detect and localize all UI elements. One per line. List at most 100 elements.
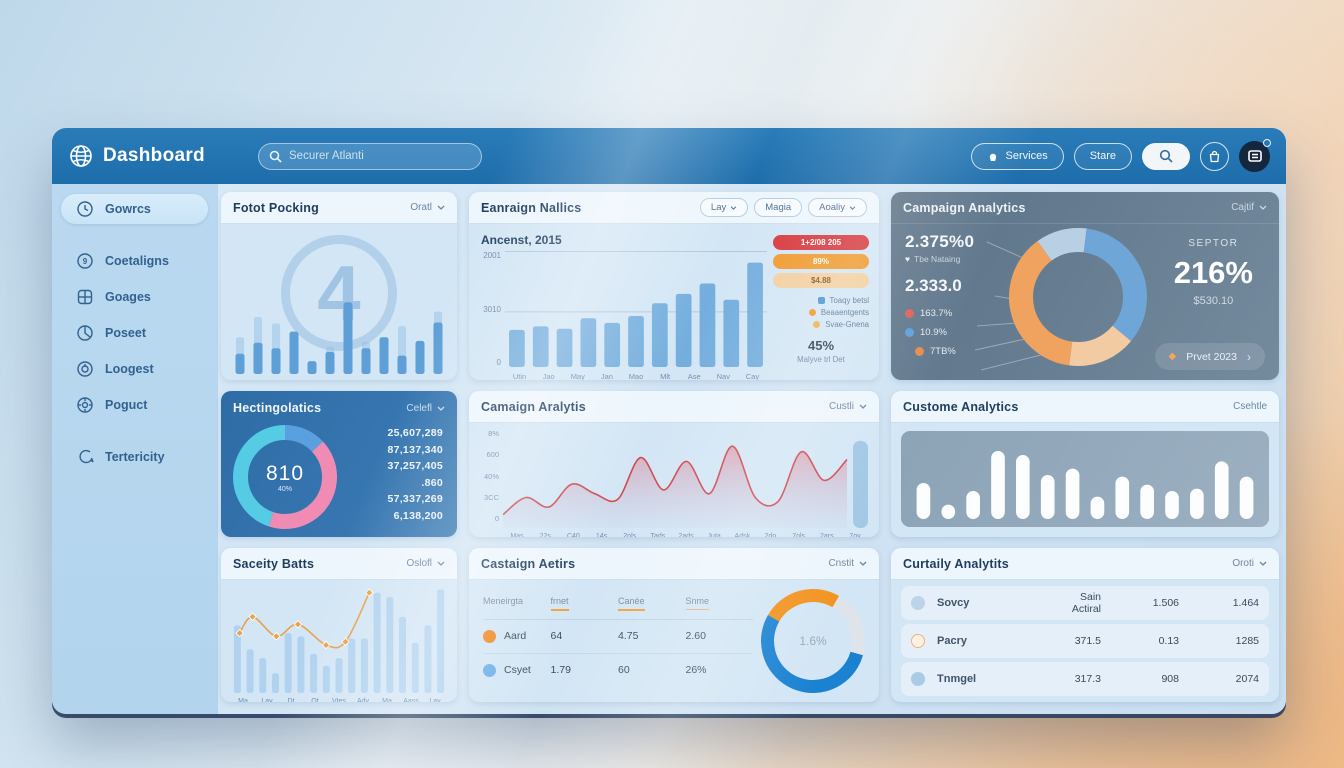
svg-text:9: 9 bbox=[83, 257, 88, 266]
alert-badge-orange: 89% bbox=[773, 254, 869, 269]
card-dropdown[interactable]: Oslofl bbox=[406, 558, 445, 569]
x-axis-labels: Ma Lay Dt Qt Vtes Ady Ma Aass Lay bbox=[238, 698, 441, 702]
sidebar-item-coetaligns[interactable]: 9 Coetaligns bbox=[61, 246, 208, 276]
bar-chart-panel bbox=[901, 431, 1269, 527]
card-title: Fotot Pocking bbox=[233, 200, 319, 215]
stat-value: 2.333.0 bbox=[905, 276, 962, 295]
header-actions: Services Stare bbox=[970, 138, 1271, 172]
card-dropdown[interactable]: Custli bbox=[829, 401, 867, 412]
chevron-down-icon bbox=[1259, 561, 1267, 566]
account-menu-button[interactable] bbox=[1239, 138, 1271, 172]
card-camaign-aralytis: Camaign Aralytis Custli 8% 600 40% 3CC 0 Mas… bbox=[469, 391, 879, 537]
y-axis-labels: 2001 3010 0 bbox=[483, 251, 501, 367]
sidebar-item-tertericity[interactable]: Tertericity bbox=[61, 442, 208, 472]
card-dropdown[interactable]: Oratl bbox=[410, 202, 445, 213]
card-title: Curtaily Analytits bbox=[903, 556, 1009, 571]
pie-icon bbox=[77, 325, 93, 341]
card-custome-analytics: Custome Analytics Csehtle bbox=[891, 391, 1279, 537]
card-title: Custome Analytics bbox=[903, 399, 1019, 414]
sidebar-item-gowrcs[interactable]: Gowrcs bbox=[61, 194, 208, 224]
list-item[interactable]: Pacry 371.5 0.13 1285 bbox=[901, 624, 1269, 658]
stat-caption: Malyve trl Det bbox=[797, 355, 845, 364]
magia-button[interactable]: Magia bbox=[754, 198, 803, 217]
figure: 37,257,405 bbox=[387, 460, 443, 472]
chart-legend: Toaqy betsl Beaaentgents Svae-Gnena bbox=[773, 296, 869, 329]
search-bar[interactable] bbox=[258, 142, 482, 170]
card-title: Camaign Aralytis bbox=[481, 399, 586, 414]
row-status-icon bbox=[911, 634, 925, 648]
clock-icon bbox=[77, 201, 93, 217]
share-button[interactable]: Stare bbox=[1073, 142, 1132, 170]
sector-value: 216% bbox=[1173, 255, 1253, 290]
sidebar: Gowrcs 9 Coetaligns Goages Poseet Looges… bbox=[52, 184, 218, 714]
search-icon bbox=[1159, 149, 1173, 163]
stat-caption: ♥ Tbe Nataing bbox=[905, 254, 961, 264]
number-badge-icon: 9 bbox=[77, 253, 93, 269]
x-axis-labels: Utin Jao May Jan Mao Mlt Ase Nav Cay bbox=[512, 372, 760, 380]
donut-center: 1.6% bbox=[799, 634, 827, 648]
card-title: Campaign Analytics bbox=[903, 200, 1026, 215]
header-search-button[interactable] bbox=[1142, 142, 1190, 170]
period-button[interactable]: ◆ Prvet 2023 › bbox=[1154, 343, 1265, 370]
table-row[interactable]: Csyet 1.79 60 26% bbox=[483, 654, 753, 687]
chevron-down-icon bbox=[849, 205, 856, 210]
row-status-icon bbox=[911, 596, 925, 610]
legend-dot-red bbox=[905, 309, 914, 318]
sector-label: SEPTOR bbox=[1188, 238, 1239, 249]
search-icon bbox=[269, 150, 282, 163]
card-title: Eanraign Nallics bbox=[481, 200, 582, 215]
sidebar-item-poguct[interactable]: Poguct bbox=[61, 390, 208, 420]
metrics-table: Meneirgta frnet Canée Snme Aard 64 4.75 … bbox=[483, 596, 753, 687]
list-item[interactable]: Tnmgel 317.3 908 2074 bbox=[901, 662, 1269, 696]
mini-bar-chart bbox=[231, 282, 447, 374]
store-button[interactable] bbox=[1200, 141, 1229, 171]
chevron-down-icon bbox=[1259, 205, 1267, 210]
card-fotot-pocking: Fotot Pocking Oratl 4 bbox=[221, 192, 457, 380]
donut-stats: 2.375%0 ♥ Tbe Nataing 2.333.0 163.7% 10.9… bbox=[905, 232, 975, 357]
app-logo: Dashboard bbox=[52, 143, 218, 169]
y-axis-labels: 8% 600 40% 3CC 0 bbox=[483, 429, 499, 523]
chevron-down-icon bbox=[437, 561, 445, 566]
gear-icon bbox=[77, 397, 93, 413]
line-chart bbox=[502, 429, 869, 533]
globe-icon bbox=[70, 145, 92, 167]
chevron-down-icon bbox=[437, 205, 445, 210]
search-input[interactable] bbox=[289, 150, 449, 162]
figure: 87,137,340 bbox=[387, 443, 443, 456]
donut-chart: 810 40% bbox=[233, 425, 337, 529]
services-button[interactable]: Services bbox=[970, 142, 1064, 170]
card-title: Saceity Batts bbox=[233, 556, 315, 571]
card-curtaily-analytits: Curtaily Analytits Oroti Sovcy Sain Acti… bbox=[891, 548, 1279, 702]
card-title: Castaign Aetirs bbox=[481, 556, 576, 571]
aoaliy-dropdown[interactable]: Aoaliy bbox=[808, 198, 867, 217]
sector-sub-value: $530.10 bbox=[1193, 295, 1234, 307]
donut-center: 810 40% bbox=[265, 461, 305, 493]
list-item[interactable]: Sovcy Sain Actiral 1.506 1.464 bbox=[901, 586, 1269, 620]
arrow-right-icon: › bbox=[1247, 349, 1251, 364]
card-dropdown[interactable]: Csehtle bbox=[1233, 401, 1267, 412]
card-dropdown[interactable]: Cajtif bbox=[1231, 202, 1267, 213]
stat-value: 45% bbox=[807, 338, 835, 353]
menu-lines-icon bbox=[1247, 150, 1262, 162]
dashboard-window: Dashboard Services Stare bbox=[52, 128, 1286, 714]
lay-dropdown[interactable]: Lay bbox=[699, 198, 749, 217]
sidebar-item-goages[interactable]: Goages bbox=[61, 282, 208, 312]
card-saceity-batts: Saceity Batts Oslofl Ma Lay Dt Qt Vtes Ady Ma A… bbox=[221, 548, 457, 702]
grid-icon bbox=[77, 289, 93, 305]
heart-icon: ♥ bbox=[905, 254, 911, 264]
card-dropdown[interactable]: Celefl bbox=[406, 403, 445, 414]
chevron-down-icon bbox=[437, 406, 445, 411]
alert-badge-tan: $4.88 bbox=[773, 273, 869, 288]
chevron-down-icon bbox=[859, 561, 867, 566]
chevron-down-icon bbox=[730, 205, 737, 210]
card-dropdown[interactable]: Cnstit bbox=[828, 558, 867, 569]
sidebar-item-poseet[interactable]: Poseet bbox=[61, 318, 208, 348]
bag-icon bbox=[1209, 150, 1220, 162]
card-dropdown[interactable]: Oroti bbox=[1232, 558, 1267, 569]
table-row[interactable]: Aard 64 4.75 2.60 bbox=[483, 620, 753, 654]
figure: 25,607,289 bbox=[387, 427, 443, 439]
alert-badge-red: 1+2/08 205 bbox=[773, 235, 869, 250]
series-dot-blue bbox=[483, 663, 496, 677]
card-eanraign-nallics: Eanraign Nallics Lay Magia Aoaliy Ancens… bbox=[469, 192, 879, 380]
sidebar-item-loogest[interactable]: Loogest bbox=[61, 354, 208, 384]
